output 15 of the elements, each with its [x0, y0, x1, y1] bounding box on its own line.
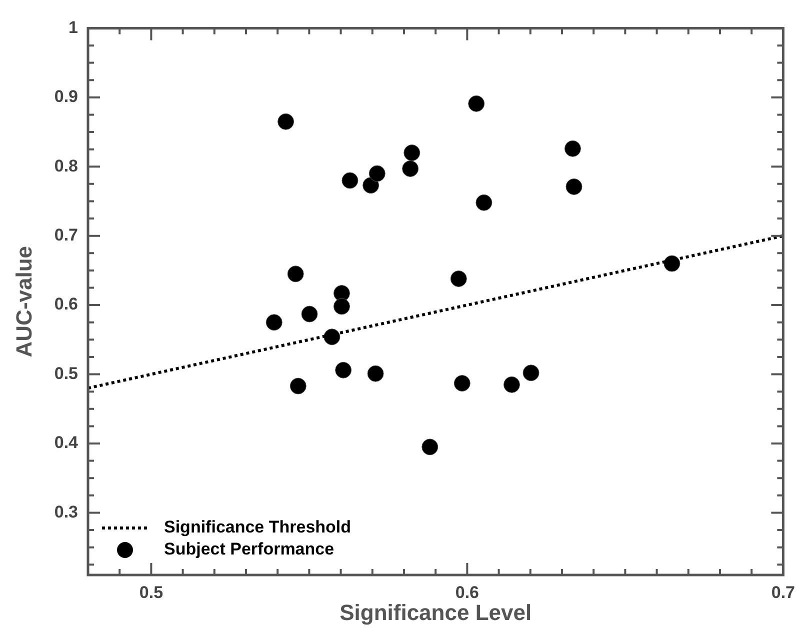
- y-tick-label: 0.6: [54, 294, 78, 314]
- y-tick-label: 1: [68, 18, 78, 37]
- legend-label: Significance Threshold: [164, 518, 352, 537]
- y-tick-label: 0.5: [54, 364, 78, 383]
- x-tick-label: 0.7: [771, 582, 796, 602]
- x-tick-label: 0.6: [455, 582, 480, 602]
- y-tick-label: 0.7: [54, 226, 78, 245]
- y-axis-title: AUC-value: [11, 246, 36, 358]
- y-tick-label: 0.8: [54, 156, 78, 176]
- x-tick-label: 0.5: [139, 582, 164, 602]
- y-tick-label: 0.3: [54, 502, 78, 522]
- y-tick-label: 0.4: [54, 433, 79, 452]
- y-tick-label: 0.9: [54, 87, 78, 106]
- legend-label: Subject Performance: [164, 540, 334, 559]
- x-axis-title: Significance Level: [340, 600, 532, 625]
